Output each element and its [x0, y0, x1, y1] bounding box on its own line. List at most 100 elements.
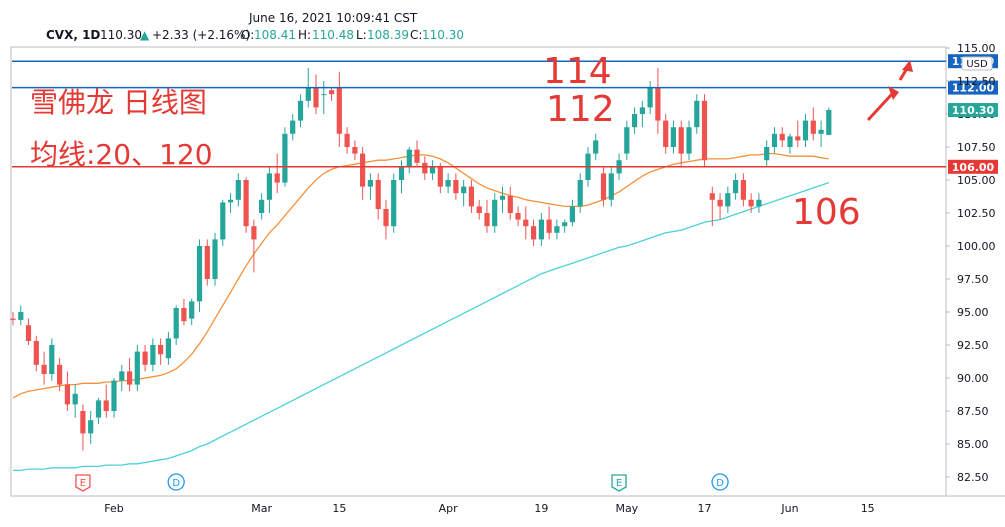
candle[interactable]: [360, 147, 366, 200]
candle[interactable]: [546, 206, 552, 240]
candle[interactable]: [142, 345, 148, 372]
candle[interactable]: [220, 199, 226, 246]
candle[interactable]: [639, 100, 645, 128]
candle[interactable]: [57, 358, 63, 392]
candle[interactable]: [352, 140, 358, 161]
candle[interactable]: [430, 160, 436, 180]
candle[interactable]: [383, 199, 389, 240]
candle[interactable]: [196, 239, 203, 312]
candle[interactable]: [64, 371, 70, 411]
candle[interactable]: [461, 180, 467, 207]
candle[interactable]: [701, 94, 708, 167]
earnings-marker-icon[interactable]: E: [611, 474, 627, 492]
candle[interactable]: [515, 206, 521, 227]
candle[interactable]: [608, 166, 614, 207]
candle[interactable]: [531, 219, 537, 246]
candle[interactable]: [725, 186, 731, 213]
candle[interactable]: [406, 147, 412, 174]
candle[interactable]: [422, 156, 428, 180]
candle[interactable]: [173, 305, 179, 345]
candle[interactable]: [764, 140, 770, 167]
candle[interactable]: [655, 67, 661, 134]
candle[interactable]: [274, 153, 280, 194]
candle[interactable]: [523, 206, 529, 240]
candle[interactable]: [600, 166, 607, 207]
candle[interactable]: [624, 120, 630, 161]
candle[interactable]: [771, 127, 778, 154]
candle[interactable]: [632, 107, 638, 134]
candle[interactable]: [329, 87, 335, 101]
candle[interactable]: [18, 305, 24, 326]
candle[interactable]: [445, 173, 451, 194]
candle[interactable]: [476, 199, 482, 220]
candle[interactable]: [538, 213, 544, 246]
candle[interactable]: [593, 133, 599, 161]
candle[interactable]: [95, 397, 102, 425]
candle[interactable]: [795, 120, 801, 147]
candle[interactable]: [507, 186, 513, 220]
candle[interactable]: [663, 114, 669, 154]
candle[interactable]: [321, 81, 327, 114]
candle[interactable]: [243, 177, 249, 233]
candle[interactable]: [779, 127, 785, 147]
candle[interactable]: [733, 173, 739, 200]
candle[interactable]: [694, 94, 700, 134]
candle[interactable]: [134, 345, 140, 392]
candle[interactable]: [492, 193, 498, 233]
currency-box[interactable]: [961, 56, 993, 71]
candle[interactable]: [290, 114, 296, 141]
candle[interactable]: [810, 107, 816, 141]
candle[interactable]: [158, 338, 164, 365]
candle[interactable]: [189, 298, 195, 326]
candle[interactable]: [468, 180, 474, 213]
candle[interactable]: [499, 186, 506, 213]
candle[interactable]: [554, 219, 560, 240]
candle[interactable]: [670, 120, 676, 154]
candle[interactable]: [235, 173, 241, 207]
candle[interactable]: [484, 199, 490, 233]
candle[interactable]: [748, 193, 754, 213]
candle[interactable]: [127, 358, 133, 392]
candle[interactable]: [569, 199, 575, 227]
candle[interactable]: [709, 186, 715, 227]
candle[interactable]: [111, 378, 117, 418]
candle[interactable]: [41, 351, 47, 385]
candle[interactable]: [313, 74, 319, 114]
candle[interactable]: [678, 120, 684, 167]
candle[interactable]: [344, 127, 350, 154]
candle[interactable]: [787, 133, 793, 154]
candle[interactable]: [259, 193, 265, 220]
candle[interactable]: [88, 411, 94, 444]
candle[interactable]: [228, 193, 234, 213]
candle[interactable]: [72, 384, 78, 418]
dividend-marker-icon[interactable]: D: [711, 473, 729, 491]
candle[interactable]: [204, 239, 210, 286]
candle[interactable]: [826, 107, 832, 136]
candle[interactable]: [367, 173, 373, 200]
candle[interactable]: [80, 404, 86, 451]
candle[interactable]: [577, 173, 583, 213]
candle[interactable]: [391, 173, 397, 233]
dividend-marker-icon[interactable]: D: [167, 473, 185, 491]
candle[interactable]: [717, 193, 723, 220]
candle[interactable]: [562, 219, 568, 233]
candle[interactable]: [398, 160, 405, 194]
candle[interactable]: [33, 335, 39, 372]
candle[interactable]: [802, 114, 809, 147]
candle[interactable]: [375, 173, 381, 220]
candle[interactable]: [818, 120, 824, 147]
candle[interactable]: [740, 173, 746, 207]
candle[interactable]: [119, 364, 125, 392]
candle[interactable]: [165, 331, 171, 365]
candle[interactable]: [414, 140, 420, 167]
candle[interactable]: [282, 127, 288, 187]
candle[interactable]: [437, 162, 443, 194]
candle[interactable]: [297, 94, 304, 128]
candle[interactable]: [756, 193, 762, 213]
candle[interactable]: [10, 312, 16, 326]
candle[interactable]: [181, 298, 187, 326]
candle[interactable]: [49, 338, 55, 381]
candle[interactable]: [647, 81, 653, 114]
candle[interactable]: [266, 166, 272, 213]
